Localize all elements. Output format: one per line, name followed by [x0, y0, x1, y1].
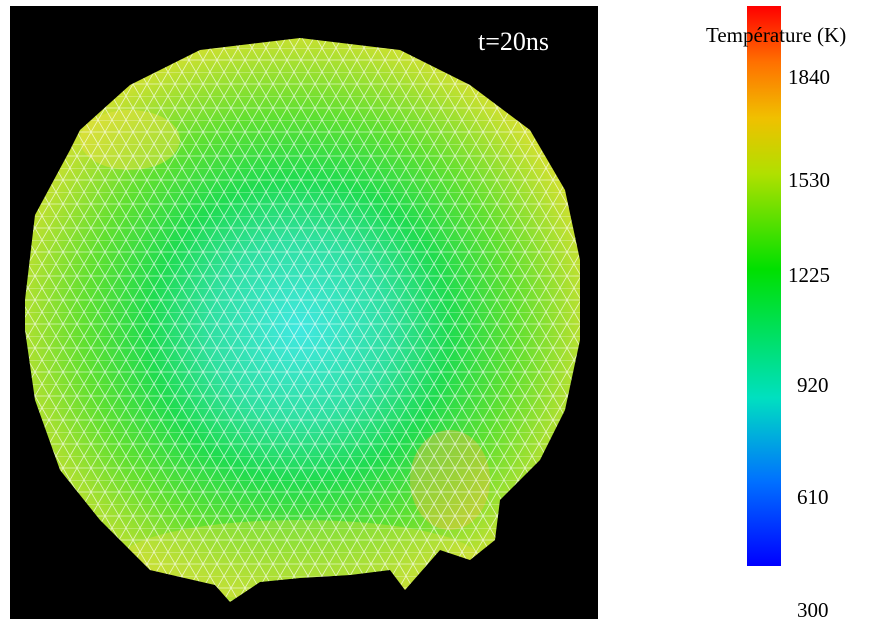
colorbar-tick-label: 920	[797, 373, 829, 397]
colorbar-title: Température (K)	[706, 23, 846, 47]
time-label: t=20ns	[478, 27, 549, 56]
temperature-field	[25, 38, 580, 602]
colorbar-tick-label: 1225	[788, 263, 830, 287]
colorbar-tick-label: 300	[797, 598, 829, 621]
colorbar-tick-label: 610	[797, 485, 829, 509]
colorbar	[747, 6, 781, 566]
colorbar-tick-label: 1530	[788, 168, 830, 192]
colorbar-tick-label: 1840	[788, 65, 830, 89]
